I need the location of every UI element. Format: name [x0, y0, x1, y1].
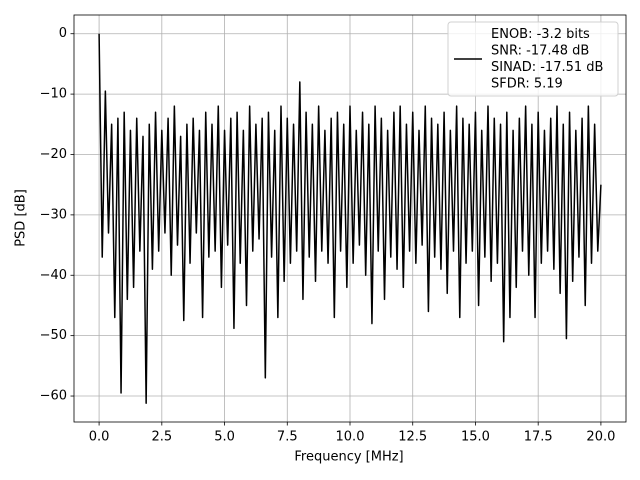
- x-tick-label: 17.5: [524, 430, 553, 445]
- x-tick-label: 12.5: [398, 430, 427, 445]
- x-tick-label: 5.0: [214, 430, 235, 445]
- legend-label: SNR: -17.48 dB: [491, 43, 589, 58]
- y-tick-label: −10: [40, 87, 67, 102]
- y-tick-label: −30: [40, 207, 67, 222]
- x-axis-label: Frequency [MHz]: [294, 450, 403, 465]
- legend-label: ENOB: -3.2 bits: [491, 27, 590, 42]
- legend-label: SINAD: -17.51 dB: [491, 60, 603, 75]
- y-tick-label: 0: [59, 26, 67, 41]
- x-tick-label: 7.5: [277, 430, 298, 445]
- x-tick-label: 0.0: [89, 430, 110, 445]
- y-tick-label: −20: [40, 147, 67, 162]
- x-tick-label: 15.0: [461, 430, 490, 445]
- y-tick-label: −40: [40, 268, 67, 283]
- legend-box: [447, 21, 619, 97]
- x-tick-label: 10.0: [336, 430, 365, 445]
- x-tick-label: 20.0: [586, 430, 615, 445]
- y-tick-label: −50: [40, 328, 67, 343]
- y-axis-label: PSD [dB]: [14, 189, 29, 247]
- x-tick-label: 2.5: [151, 430, 172, 445]
- psd-line: [98, 33, 602, 405]
- y-tick-label: −60: [40, 389, 67, 404]
- legend-label: SFDR: 5.19: [491, 76, 563, 91]
- plot-frame: [73, 14, 627, 423]
